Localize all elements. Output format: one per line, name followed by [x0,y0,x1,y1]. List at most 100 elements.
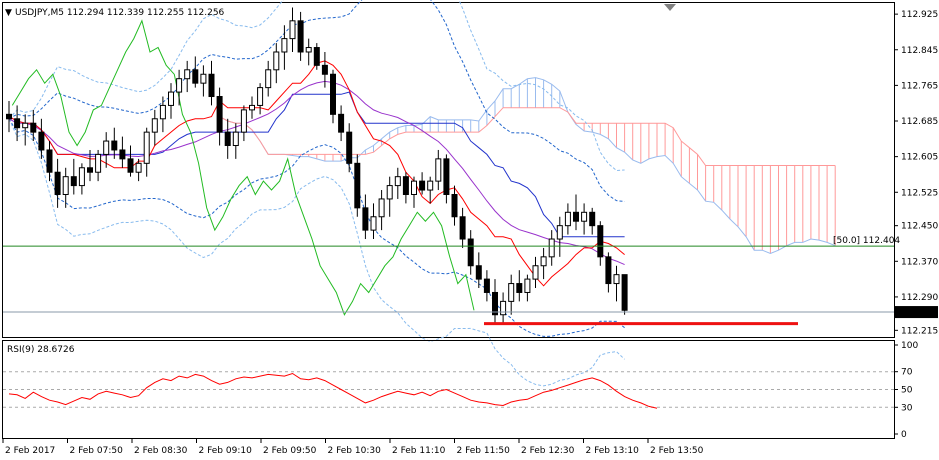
candle-body [70,176,77,187]
candle-body [240,109,247,133]
candle-body [22,122,29,129]
candle [532,256,539,289]
candle-body [46,149,53,173]
price-axis: 112.925 112.845 112.765 112.685 112.605 112.5… [894,10,938,336]
candle-body [548,238,555,258]
time-tick-label: 2 Feb 10:30 [328,446,382,456]
candle [6,100,12,133]
candle [330,69,336,124]
candle-body [540,256,547,267]
candle [459,207,466,248]
candle [508,274,515,315]
candle [427,176,434,204]
rsi-tick-label: 30 [901,403,913,413]
candle [257,83,264,115]
candle-body [305,47,312,53]
candle-body [330,73,336,115]
candle-body [573,211,579,222]
candle-body [95,153,102,173]
price-tick-label: 112.290 [901,293,938,303]
candle [176,69,183,106]
candle-body [564,211,571,227]
time-tick-label: 2 Feb 11:50 [457,446,511,456]
candle [224,118,231,159]
chikou-span-line [11,19,475,316]
price-tick-label: 112.685 [901,117,938,127]
candle [370,203,377,240]
candle-body [394,176,401,187]
time-tick-label: 2 Feb 07:50 [70,446,124,456]
candle [581,203,588,235]
candle [411,176,417,208]
candle-body [402,176,409,195]
candle [354,154,361,217]
candle [95,149,102,182]
candle-body [605,256,612,285]
candle [516,270,523,302]
symbol-header: USDJPY,M5 112.294 112.339 112.255 112.25… [15,8,225,18]
candle [621,274,628,315]
candle [70,158,77,195]
header-arrow[interactable]: ▼ [5,8,12,18]
candle-body [200,73,207,84]
rsi-tick-label: 100 [901,341,918,351]
candle [362,194,369,240]
candle-body [443,158,450,195]
candle-body [159,104,166,120]
candle-body [143,131,150,164]
price-tick-label: 112.925 [901,10,938,20]
candle-body [14,118,21,129]
candle-body [313,47,320,66]
candle-body [451,193,458,218]
candle [249,96,255,119]
main-price-panel[interactable]: [50.0] 112.404 112.925112.845112.765112.… [2,0,939,387]
candle-body [370,216,377,231]
time-tick-label: 2 Feb 11:10 [392,446,446,456]
rsi-axis: 100 70 50 30 0 [894,341,918,440]
candle [87,149,93,182]
candle [62,167,69,208]
candle [475,252,482,289]
candle [492,279,498,324]
chart-shift-marker[interactable] [664,4,676,11]
candle [305,38,312,66]
candle [281,25,288,70]
candle-body [184,69,191,80]
candle [564,203,571,235]
candle-body [321,64,328,75]
candle-body [386,185,393,200]
candle-body [508,283,515,302]
candle-body [135,162,142,173]
candle-body [273,51,280,71]
candle-body [581,211,588,222]
candle-body [265,69,272,89]
current-price-box [895,306,938,319]
price-tick-label: 112.450 [901,222,938,232]
candle-body [483,278,490,293]
candle-body [111,140,118,151]
candle-body [216,96,223,133]
main-panel-frame [2,2,895,338]
rsi-panel[interactable]: 100 70 50 30 0 RSI(9) 28.6726 [2,340,919,441]
candle [338,105,345,142]
moving-average-line [8,80,625,266]
candle [346,123,353,173]
candle [394,167,401,199]
candle [273,43,280,84]
price-tick-label: 112.215 [901,326,938,336]
candle-body [78,167,85,187]
candle [556,216,563,257]
time-axis: 2 Feb 2017 2 Feb 07:50 2 Feb 08:30 2 Feb 09… [2,439,704,456]
candle-body [127,158,134,173]
candle-body [30,122,37,133]
candle-body [354,162,361,209]
candle [265,60,272,97]
candle [548,230,555,266]
candle [321,51,328,88]
candle [184,60,191,93]
candle-body [168,91,174,106]
candle-body [613,274,620,285]
candle-body [38,131,45,151]
candle-body [435,158,442,182]
